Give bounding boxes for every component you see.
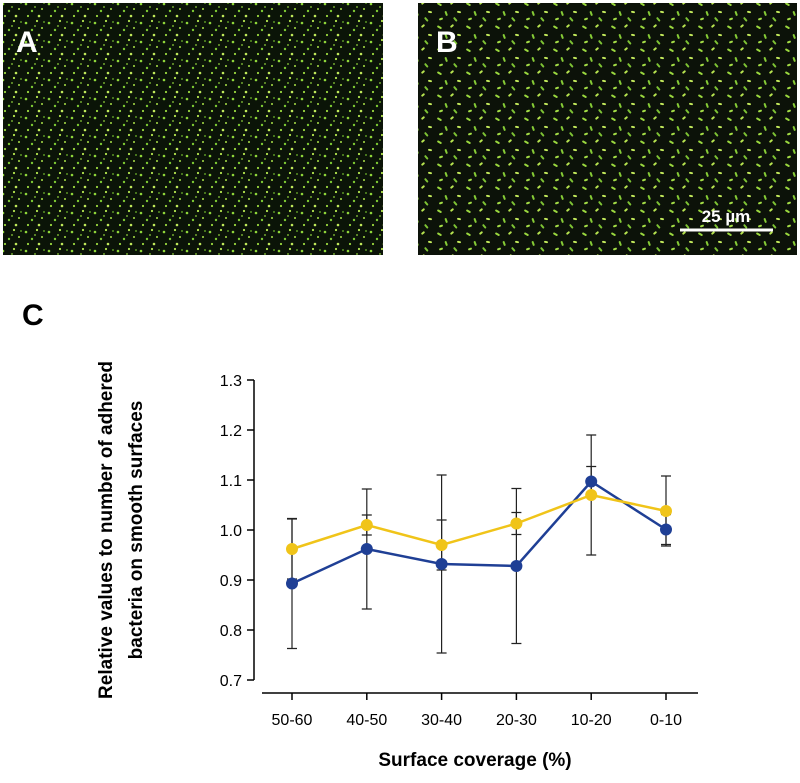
y-tick-label: 1.0 — [220, 523, 242, 540]
x-tick-label: 30-40 — [421, 712, 462, 729]
data-point — [585, 489, 598, 501]
x-tick-label: 10-20 — [571, 712, 612, 729]
x-tick-label: 20-30 — [496, 712, 537, 729]
y-tick-label: 0.7 — [220, 673, 242, 690]
y-axis-title-line: Relative values to number of adhered — [96, 361, 117, 699]
data-point — [286, 543, 298, 555]
series-line — [291, 479, 667, 585]
data-point — [585, 475, 598, 488]
y-axis-title-line: bacteria on smooth surfaces — [126, 401, 147, 660]
data-point — [660, 505, 672, 517]
y-tick-label: 1.2 — [220, 423, 242, 440]
data-point — [660, 523, 672, 536]
x-tick-label: 0-10 — [650, 712, 682, 729]
micrograph-a — [3, 3, 383, 255]
data-point — [286, 577, 298, 590]
data-point — [360, 543, 373, 555]
data-point — [435, 558, 448, 570]
y-tick-label: 0.9 — [220, 573, 242, 590]
y-tick-label: 1.3 — [220, 373, 242, 390]
micrograph-b — [418, 3, 797, 255]
x-tick-label: 40-50 — [346, 712, 387, 729]
data-point — [360, 519, 373, 531]
x-tick-label: 50-60 — [272, 712, 313, 729]
panel-label: B — [436, 26, 458, 59]
data-point — [435, 539, 448, 551]
series-line — [291, 493, 667, 551]
x-axis-title: Surface coverage (%) — [378, 750, 571, 771]
y-tick-label: 1.1 — [220, 473, 242, 490]
scale-bar-label: 25 µm — [702, 207, 751, 226]
y-axis-title: Relative values to number of adhered bac… — [96, 361, 147, 699]
panel-label: C — [22, 299, 44, 332]
data-point — [510, 560, 523, 572]
y-tick-label: 0.8 — [220, 623, 242, 640]
panel-label: A — [16, 26, 38, 59]
data-point — [510, 517, 523, 530]
